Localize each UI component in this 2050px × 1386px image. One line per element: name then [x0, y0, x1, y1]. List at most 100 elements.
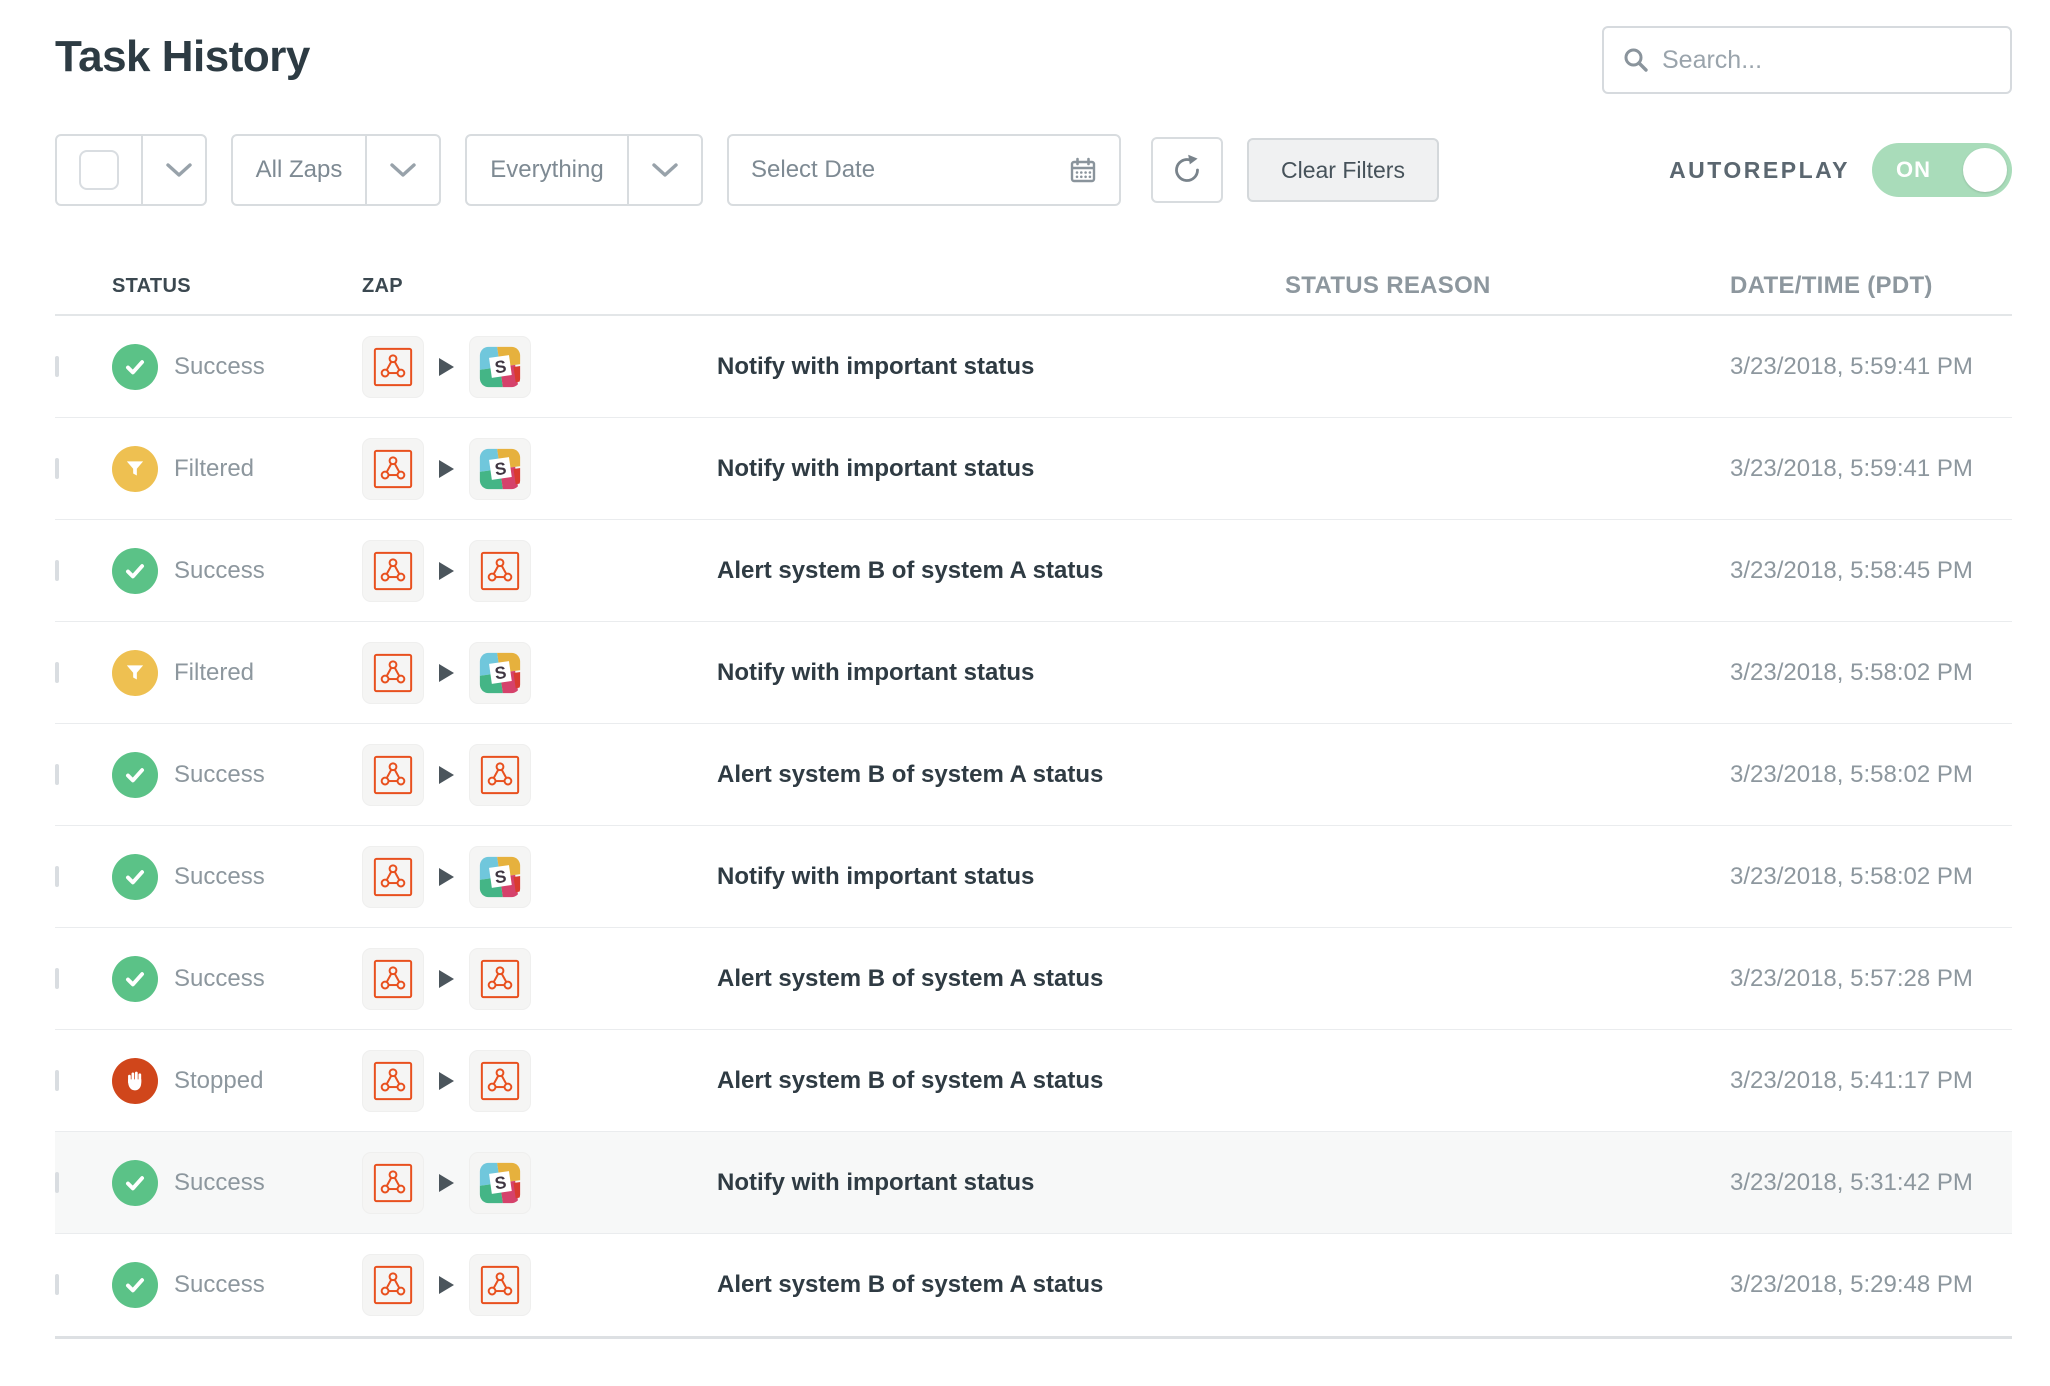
chevron-down-icon [166, 162, 192, 177]
task-name: Alert system B of system A status [717, 1066, 1104, 1094]
webhook-app-icon [362, 1049, 424, 1112]
svg-text:S: S [493, 661, 507, 682]
webhook-app-icon [469, 539, 531, 602]
task-name: Notify with important status [717, 862, 1035, 890]
success-check-icon [112, 1262, 158, 1308]
task-datetime: 3/23/2018, 5:59:41 PM [1730, 352, 1973, 380]
search-box[interactable] [1602, 26, 2012, 94]
row-checkbox[interactable] [55, 559, 59, 581]
task-datetime: 3/23/2018, 5:29:48 PM [1730, 1271, 1973, 1298]
task-name: Notify with important status [717, 1168, 1035, 1196]
webhook-icon [373, 653, 413, 692]
status-filter-label: Everything [490, 156, 604, 183]
table-row[interactable]: Stopped Alert system B of system A statu… [55, 1030, 2012, 1132]
date-filter-input[interactable]: Select Date [727, 134, 1121, 206]
clear-filters-button[interactable]: Clear Filters [1247, 138, 1439, 202]
table-row[interactable]: Filtered S Notify with important status … [55, 622, 2012, 724]
header-status: STATUS [112, 274, 191, 297]
status-label: Success [174, 760, 265, 788]
slack-icon: S [479, 1162, 521, 1203]
task-datetime: 3/23/2018, 5:41:17 PM [1730, 1066, 1973, 1094]
row-checkbox[interactable] [55, 865, 59, 887]
webhook-icon [373, 1265, 413, 1305]
arrow-right-icon [439, 1276, 454, 1294]
table-row[interactable]: Success S Notify with important status 3… [55, 826, 2012, 928]
task-name: Alert system B of system A status [717, 760, 1104, 788]
refresh-button[interactable] [1151, 137, 1223, 203]
table-row[interactable]: Success Alert system B of system A statu… [55, 520, 2012, 622]
slack-app-icon: S [469, 1151, 531, 1214]
topbar: Task History [55, 0, 2012, 94]
task-datetime: 3/23/2018, 5:58:02 PM [1730, 658, 1973, 686]
webhook-app-icon [362, 335, 424, 398]
status-label: Success [174, 556, 265, 584]
task-table-header: STATUS ZAP STATUS REASON DATE/TIME (PDT) [55, 258, 2012, 316]
zap-filter-label: All Zaps [255, 156, 343, 183]
webhook-icon [480, 1265, 520, 1305]
select-all-checkbox[interactable] [79, 150, 119, 190]
status-label: Stopped [174, 1066, 264, 1094]
task-datetime: 3/23/2018, 5:57:28 PM [1730, 964, 1973, 992]
row-checkbox[interactable] [55, 355, 59, 377]
slack-app-icon: S [469, 335, 531, 398]
task-name: Notify with important status [717, 658, 1035, 686]
stopped-hand-icon [112, 1057, 158, 1104]
row-checkbox[interactable] [55, 1069, 59, 1091]
row-checkbox[interactable] [55, 763, 59, 785]
status-label: Filtered [174, 658, 255, 686]
row-checkbox[interactable] [55, 967, 59, 989]
slack-icon: S [479, 856, 521, 897]
status-label: Success [174, 352, 265, 380]
svg-text:S: S [493, 865, 507, 886]
row-checkbox[interactable] [55, 1274, 59, 1295]
slack-app-icon: S [469, 845, 531, 908]
webhook-icon [373, 347, 413, 386]
zap-filter-dropdown[interactable]: All Zaps [231, 134, 441, 206]
webhook-app-icon [469, 947, 531, 1010]
table-row[interactable]: Filtered S Notify with important status … [55, 418, 2012, 520]
clear-filters-label: Clear Filters [1281, 156, 1405, 183]
arrow-right-icon [439, 765, 454, 784]
webhook-icon [480, 1061, 520, 1100]
calendar-icon [1070, 157, 1096, 183]
table-row[interactable]: Success Alert system B of system A statu… [55, 724, 2012, 826]
task-name: Alert system B of system A status [717, 1271, 1104, 1298]
status-label: Success [174, 964, 265, 992]
webhook-app-icon [362, 641, 424, 704]
arrow-right-icon [439, 969, 454, 988]
task-name: Notify with important status [717, 352, 1035, 380]
webhook-app-icon [362, 1254, 424, 1316]
select-all-split-button[interactable] [55, 134, 207, 206]
task-name: Alert system B of system A status [717, 964, 1104, 992]
webhook-app-icon [362, 539, 424, 602]
date-filter-placeholder: Select Date [751, 156, 876, 183]
select-all-dropdown[interactable] [141, 136, 215, 204]
table-row[interactable]: Success Alert system B of system A statu… [55, 928, 2012, 1030]
refresh-icon [1175, 154, 1199, 182]
success-check-icon [112, 853, 158, 900]
task-datetime: 3/23/2018, 5:58:02 PM [1730, 760, 1973, 788]
success-check-icon [112, 547, 158, 594]
header-zap: ZAP [362, 274, 403, 297]
table-row[interactable]: Success S Notify with important status 3… [55, 316, 2012, 418]
task-table: STATUS ZAP STATUS REASON DATE/TIME (PDT)… [55, 258, 2012, 1339]
webhook-app-icon [362, 1151, 424, 1214]
slack-icon: S [479, 346, 521, 387]
table-row[interactable]: Success Alert system B of system A statu… [55, 1234, 2012, 1336]
search-input[interactable] [1662, 45, 1992, 75]
webhook-icon [373, 857, 413, 896]
table-row[interactable]: Success S Notify with important status 3… [55, 1132, 2012, 1234]
status-label: Success [174, 1168, 265, 1196]
webhook-icon [373, 959, 413, 998]
row-checkbox[interactable] [55, 1171, 59, 1193]
filtered-funnel-icon [112, 445, 158, 492]
row-checkbox[interactable] [55, 661, 59, 683]
webhook-app-icon [469, 1049, 531, 1112]
autoreplay-toggle[interactable]: ON [1872, 143, 2012, 197]
page-title: Task History [55, 32, 310, 81]
webhook-icon [373, 551, 413, 590]
webhook-app-icon [469, 1254, 531, 1316]
row-checkbox[interactable] [55, 457, 59, 479]
status-filter-dropdown[interactable]: Everything [465, 134, 703, 206]
arrow-right-icon [439, 1071, 454, 1090]
